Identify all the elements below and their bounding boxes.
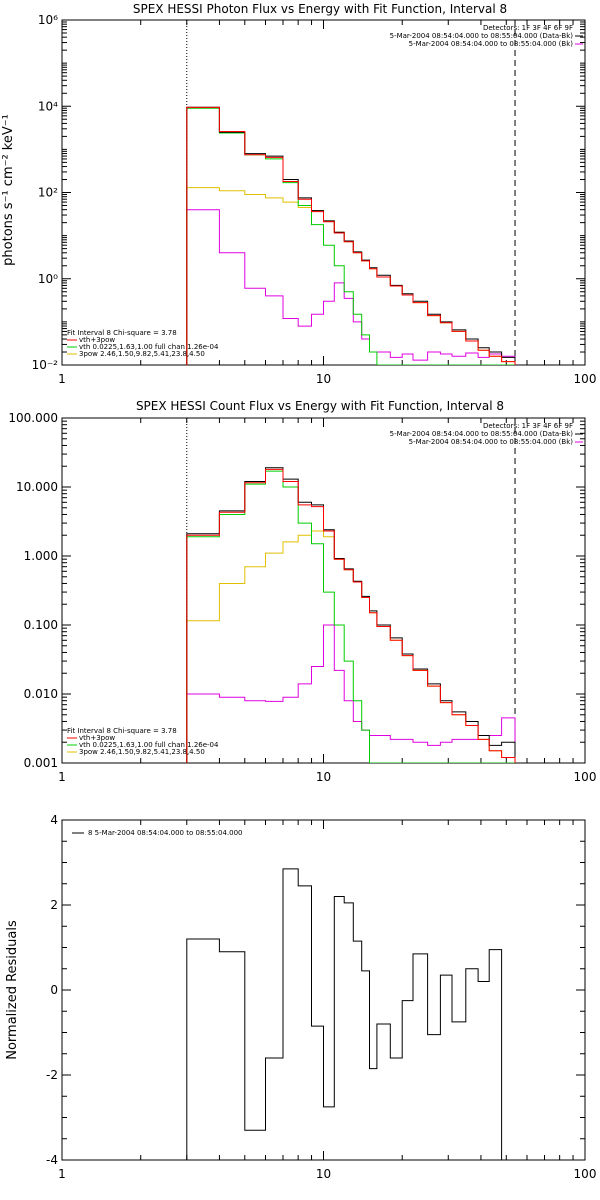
y-tick-label: 10⁴ (38, 99, 58, 113)
legend-entry: vth 0.0225,1.63,1.00 full chan 1.26e-04 (79, 741, 219, 749)
legend-entry: Detectors: 1F 3F 4F 6F 9F (483, 24, 573, 32)
legend-entry: vth 0.0225,1.63,1.00 full chan 1.26e-04 (79, 343, 219, 351)
legend-entry: vth+3pow (79, 734, 115, 742)
legend-entry: 8 5-Mar-2004 08:54:04.000 to 08:55:04.00… (88, 829, 243, 837)
legend-entry: 3pow 2.46,1.50,9.82,5.41,23.8,4.50 (79, 350, 205, 358)
x-tick-label: 100 (574, 1167, 597, 1181)
legend-entry: Detectors: 1F 3F 4F 6F 9F (483, 422, 573, 430)
legend-entry: 5-Mar-2004 08:54:04.000 to 08:55:04.000 … (409, 438, 574, 446)
y-tick-label: 100.000 (8, 411, 58, 425)
plot-frame (61, 819, 586, 1161)
y-tick-label: -2 (46, 1068, 58, 1082)
series-group (186, 868, 515, 1160)
y-tick-label: 4 (50, 813, 58, 827)
series-line-4 (186, 209, 516, 365)
residuals-panel: Normalized Residuals 1 10 100 -4 -2 0 2 4 8 5-Ma… (5, 813, 596, 1181)
y-tick-label: 10⁰ (38, 272, 58, 286)
series-line-1 (186, 106, 516, 365)
panel-title: SPEX HESSI Photon Flux vs Energy with Fi… (133, 2, 507, 16)
legend-entry: 5-Mar-2004 08:54:04.000 to 08:55:04.000 … (390, 430, 574, 438)
legend-entry: Fit Interval 8 Chi-square = 3.78 (67, 727, 177, 735)
series-group (186, 106, 516, 365)
y-tick-label: 10⁻² (32, 358, 59, 372)
y-tick-label: -4 (46, 1153, 58, 1167)
y-tick-label: 10.000 (16, 480, 58, 494)
y-tick-label: 10⁶ (38, 13, 58, 27)
panel-title: SPEX HESSI Count Flux vs Energy with Fit… (136, 399, 504, 413)
series-line-4 (186, 624, 516, 763)
y-tick-label: 0.010 (24, 687, 58, 701)
y-tick-label: 1.000 (24, 549, 58, 563)
x-tick-label: 10 (316, 770, 331, 784)
series-line-2 (186, 107, 515, 365)
y-tick-label: 0.100 (24, 618, 58, 632)
legend-entry: 5-Mar-2004 08:54:04.000 to 08:55:04.000 … (390, 32, 574, 40)
y-tick-label: 2 (50, 898, 58, 912)
x-tick-label: 1 (58, 1167, 66, 1181)
legend-entry: 3pow 2.46,1.50,9.82,5.41,23.8,4.50 (79, 748, 205, 756)
x-tick-label: 10 (316, 1167, 331, 1181)
photon-flux-panel: SPEX HESSI Photon Flux vs Energy with Fi… (1, 2, 596, 386)
x-tick-label: 10 (316, 372, 331, 386)
y-axis-label: photons s⁻¹ cm⁻² keV⁻¹ (1, 114, 16, 266)
x-tick-label: 1 (58, 770, 66, 784)
series-group (186, 467, 516, 763)
series-line-0 (186, 106, 516, 365)
y-tick-label: 0 (50, 983, 58, 997)
y-tick-label: 10² (38, 186, 58, 200)
legend-entry: Fit Interval 8 Chi-square = 3.78 (67, 329, 177, 337)
x-tick-label: 100 (574, 372, 597, 386)
count-flux-panel: SPEX HESSI Count Flux vs Energy with Fit… (8, 399, 596, 784)
series-line-1 (186, 468, 516, 763)
series-line-0 (186, 868, 515, 1160)
legend-entry: vth+3pow (79, 336, 115, 344)
y-tick-label: 0.001 (24, 756, 58, 770)
x-tick-label: 100 (574, 770, 597, 784)
series-line-3 (186, 530, 516, 763)
legend-entry: 5-Mar-2004 08:54:04.000 to 08:55:04.000 … (409, 40, 574, 48)
x-tick-label: 1 (58, 372, 66, 386)
y-axis-label: Normalized Residuals (5, 920, 20, 1060)
